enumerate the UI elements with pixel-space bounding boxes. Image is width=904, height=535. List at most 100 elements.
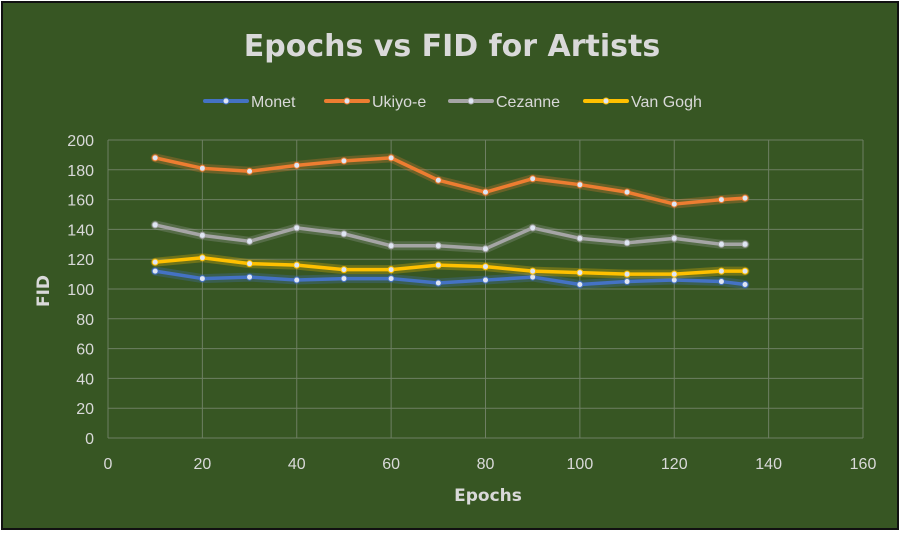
x-tick-label: 100: [567, 456, 594, 473]
data-point: [717, 278, 725, 286]
data-point: [741, 194, 749, 202]
data-point: [482, 245, 489, 253]
data-point: [741, 281, 749, 289]
x-tick-labels: 0 20 40 60 80 100 120 140 160: [104, 456, 877, 473]
data-point: [198, 164, 206, 172]
data-point: [529, 175, 537, 183]
data-point: [434, 242, 442, 250]
x-tick-label: 140: [755, 456, 782, 473]
legend-marker: [222, 97, 230, 105]
x-tick-label: 160: [850, 456, 877, 473]
series-cezanne: [150, 220, 750, 254]
data-point: [623, 278, 631, 286]
legend-item: Ukiyo-e: [324, 94, 426, 111]
y-tick-label: 120: [67, 252, 94, 269]
data-point: [340, 275, 348, 283]
data-point: [434, 261, 442, 269]
data-point: [529, 224, 537, 232]
data-point: [293, 276, 301, 284]
data-point: [151, 154, 159, 162]
legend-marker: [467, 97, 475, 105]
data-point: [623, 239, 631, 247]
data-point: [198, 231, 206, 239]
y-tick-label: 180: [67, 163, 94, 180]
legend-label: Ukiyo-e: [372, 94, 426, 111]
y-tick-label: 0: [85, 431, 94, 448]
series-layer: [150, 153, 750, 290]
legend-label: Van Gogh: [631, 94, 702, 111]
data-point: [198, 254, 206, 262]
data-point: [529, 267, 537, 275]
x-tick-label: 40: [288, 456, 306, 473]
data-point: [670, 270, 678, 278]
data-point: [387, 154, 395, 162]
data-point: [717, 267, 725, 275]
data-point: [670, 200, 678, 208]
y-tick-label: 60: [76, 342, 94, 359]
data-point: [670, 234, 678, 242]
data-point: [482, 276, 489, 284]
series-line: [153, 223, 747, 251]
data-point: [434, 176, 442, 184]
data-point: [482, 188, 489, 196]
gridlines: [107, 139, 864, 439]
x-tick-label: 80: [477, 456, 495, 473]
y-tick-label: 20: [76, 401, 94, 418]
legend-item: Van Gogh: [583, 94, 702, 111]
data-point: [293, 261, 301, 269]
series-monet: [150, 266, 750, 290]
data-point: [246, 167, 254, 175]
series-van-gogh: [150, 253, 750, 279]
data-point: [387, 275, 395, 283]
y-tick-label: 100: [67, 282, 94, 299]
x-tick-label: 20: [193, 456, 211, 473]
x-tick-label: 60: [382, 456, 400, 473]
data-point: [340, 230, 348, 238]
data-point: [623, 270, 631, 278]
chart-svg: Epochs vs FID for Artists Monet Ukiyo-e Ce…: [34, 29, 877, 506]
legend-item: Monet: [203, 94, 296, 111]
legend: Monet Ukiyo-e Cezanne Van Gogh: [203, 94, 702, 111]
chart-title: Epochs vs FID for Artists: [244, 29, 660, 64]
series-line: [153, 269, 747, 287]
data-point: [151, 221, 159, 229]
data-point: [741, 267, 749, 275]
data-point: [387, 242, 395, 250]
data-point: [246, 237, 254, 245]
data-point: [717, 196, 725, 204]
data-point: [340, 266, 348, 274]
data-point: [293, 224, 301, 232]
y-axis-title: FID: [34, 275, 54, 307]
data-point: [151, 258, 159, 266]
legend-marker: [602, 97, 610, 105]
legend-marker: [343, 97, 351, 105]
legend-label: Cezanne: [496, 94, 560, 111]
y-tick-label: 160: [67, 193, 94, 210]
data-point: [482, 263, 489, 271]
data-point: [576, 234, 584, 242]
data-point: [246, 273, 254, 281]
legend-label: Monet: [251, 94, 296, 111]
series-line: [153, 255, 747, 276]
data-point: [387, 266, 395, 274]
data-point: [434, 279, 442, 287]
data-point: [576, 181, 584, 189]
data-point: [340, 157, 348, 165]
data-point: [576, 269, 584, 277]
x-tick-label: 0: [104, 456, 113, 473]
y-tick-label: 40: [76, 371, 94, 388]
data-point: [741, 240, 749, 248]
legend-item: Cezanne: [448, 94, 560, 111]
y-tick-label: 80: [76, 312, 94, 329]
x-tick-label: 120: [661, 456, 688, 473]
series-line: [153, 156, 747, 206]
y-tick-label: 200: [67, 133, 94, 150]
x-axis-title: Epochs: [454, 486, 522, 506]
series-ukiyo-e: [150, 153, 750, 209]
data-point: [623, 188, 631, 196]
y-tick-label: 140: [67, 222, 94, 239]
data-point: [151, 267, 159, 275]
data-point: [246, 260, 254, 268]
data-point: [198, 275, 206, 283]
